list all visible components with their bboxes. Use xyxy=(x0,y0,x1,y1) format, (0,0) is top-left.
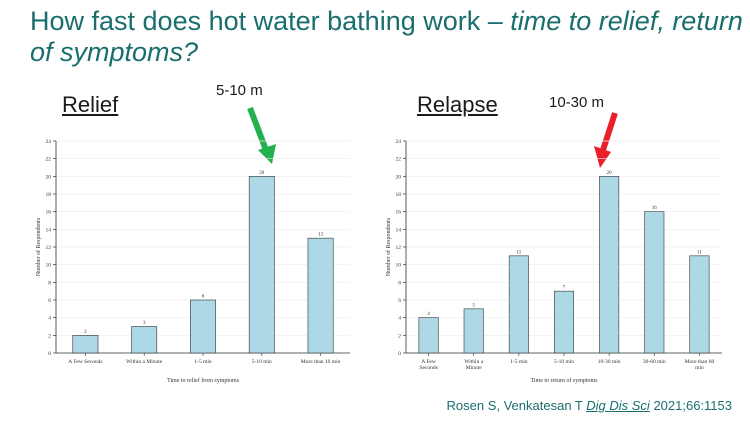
x-tick-label: Within a Minute xyxy=(126,359,163,365)
x-tick-label: More than 60 min xyxy=(685,359,715,371)
bar xyxy=(599,176,620,354)
bar-data-label: 4 xyxy=(427,312,430,317)
y-tick-label: 20 xyxy=(396,174,402,180)
y-tick-label: 24 xyxy=(396,139,402,145)
y-tick-label: 2 xyxy=(48,333,51,339)
bar xyxy=(131,326,158,354)
citation-authors: Rosen S, Venkatesan T xyxy=(446,398,587,413)
x-tick-label: 1-5 min xyxy=(194,359,212,365)
bar-data-label: 6 xyxy=(202,295,205,300)
bar xyxy=(307,237,334,354)
bar-data-label: 7 xyxy=(563,286,566,291)
bar xyxy=(508,255,529,354)
bar-data-label: 13 xyxy=(318,233,324,238)
bar xyxy=(463,308,484,354)
bar xyxy=(418,317,439,354)
y-tick-label: 4 xyxy=(48,316,51,322)
bar-data-label: 20 xyxy=(607,171,613,176)
x-tick-label: Within a Minute xyxy=(464,359,483,371)
bar xyxy=(72,335,99,354)
bar-data-label: 3 xyxy=(143,321,146,326)
bar xyxy=(553,290,575,354)
relief-label: Relief xyxy=(62,92,119,117)
y-axis-title: Number of Respondents xyxy=(385,217,392,276)
bar-data-label: 16 xyxy=(652,206,658,211)
y-tick-label: 22 xyxy=(396,157,402,163)
y-tick-label: 16 xyxy=(396,210,402,216)
y-tick-label: 10 xyxy=(46,263,52,269)
bar-data-label: 2 xyxy=(84,330,87,335)
y-tick-label: 6 xyxy=(398,298,401,304)
x-tick-label: A Few Seconds xyxy=(68,359,102,365)
y-tick-label: 18 xyxy=(396,192,402,198)
x-tick-label: More than 10 min xyxy=(301,359,341,365)
bar-data-label: 11 xyxy=(697,250,702,255)
y-tick-label: 2 xyxy=(398,333,401,339)
y-tick-label: 20 xyxy=(46,174,52,180)
y-tick-label: 16 xyxy=(46,210,52,216)
y-tick-label: 12 xyxy=(46,245,52,251)
bar xyxy=(248,176,275,354)
citation-journal-link[interactable]: Dig Dis Sci xyxy=(586,398,650,413)
y-tick-label: 0 xyxy=(398,351,401,357)
bar-data-label: 11 xyxy=(516,250,521,255)
title-plain: How fast does hot water bathing work – xyxy=(30,6,511,36)
y-tick-label: 22 xyxy=(46,157,52,163)
y-tick-label: 14 xyxy=(396,227,402,233)
relief-note: 5-10 m xyxy=(216,82,263,99)
bar xyxy=(689,255,710,354)
y-axis-title: Number of Respondents xyxy=(35,217,42,276)
slide-title: How fast does hot water bathing work – t… xyxy=(30,6,745,68)
x-tick-label: 5-10 min xyxy=(252,359,272,365)
bar xyxy=(644,211,665,354)
x-tick-label: 10-30 min xyxy=(598,359,621,365)
y-tick-label: 8 xyxy=(398,280,401,286)
bar xyxy=(190,299,216,354)
y-tick-label: 12 xyxy=(396,245,402,251)
y-tick-label: 4 xyxy=(398,316,401,322)
y-tick-label: 14 xyxy=(46,227,52,233)
y-tick-label: 6 xyxy=(48,298,51,304)
citation: Rosen S, Venkatesan T Dig Dis Sci 2021;6… xyxy=(447,398,732,413)
x-tick-label: 30-60 min xyxy=(643,359,666,365)
y-tick-label: 18 xyxy=(46,192,52,198)
relapse-label: Relapse xyxy=(417,92,498,117)
x-axis-title: Time to return of symptoms xyxy=(530,377,598,384)
title-italic: time to relief, return of symptoms? xyxy=(30,6,743,67)
y-tick-label: 0 xyxy=(48,351,51,357)
bar-data-label: 20 xyxy=(259,171,265,176)
x-tick-label: 1-5 min xyxy=(510,359,528,365)
relapse-note: 10-30 m xyxy=(549,94,605,111)
bar-data-label: 5 xyxy=(472,303,475,308)
x-axis-title: Time to relief from symptoms xyxy=(167,377,240,384)
y-tick-label: 8 xyxy=(48,280,51,286)
x-tick-label: 5-10 min xyxy=(554,359,574,365)
citation-ref: 2021;66:1153 xyxy=(649,398,732,413)
y-tick-label: 24 xyxy=(46,139,52,145)
x-tick-label: A Few Seconds xyxy=(419,359,437,371)
y-tick-label: 10 xyxy=(396,263,402,269)
